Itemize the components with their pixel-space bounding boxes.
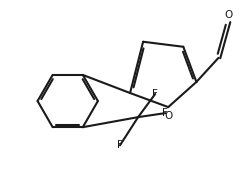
Text: F: F [162, 108, 168, 118]
Text: O: O [224, 10, 233, 20]
Text: F: F [152, 89, 158, 99]
Text: F: F [117, 140, 123, 150]
Text: O: O [165, 111, 173, 121]
